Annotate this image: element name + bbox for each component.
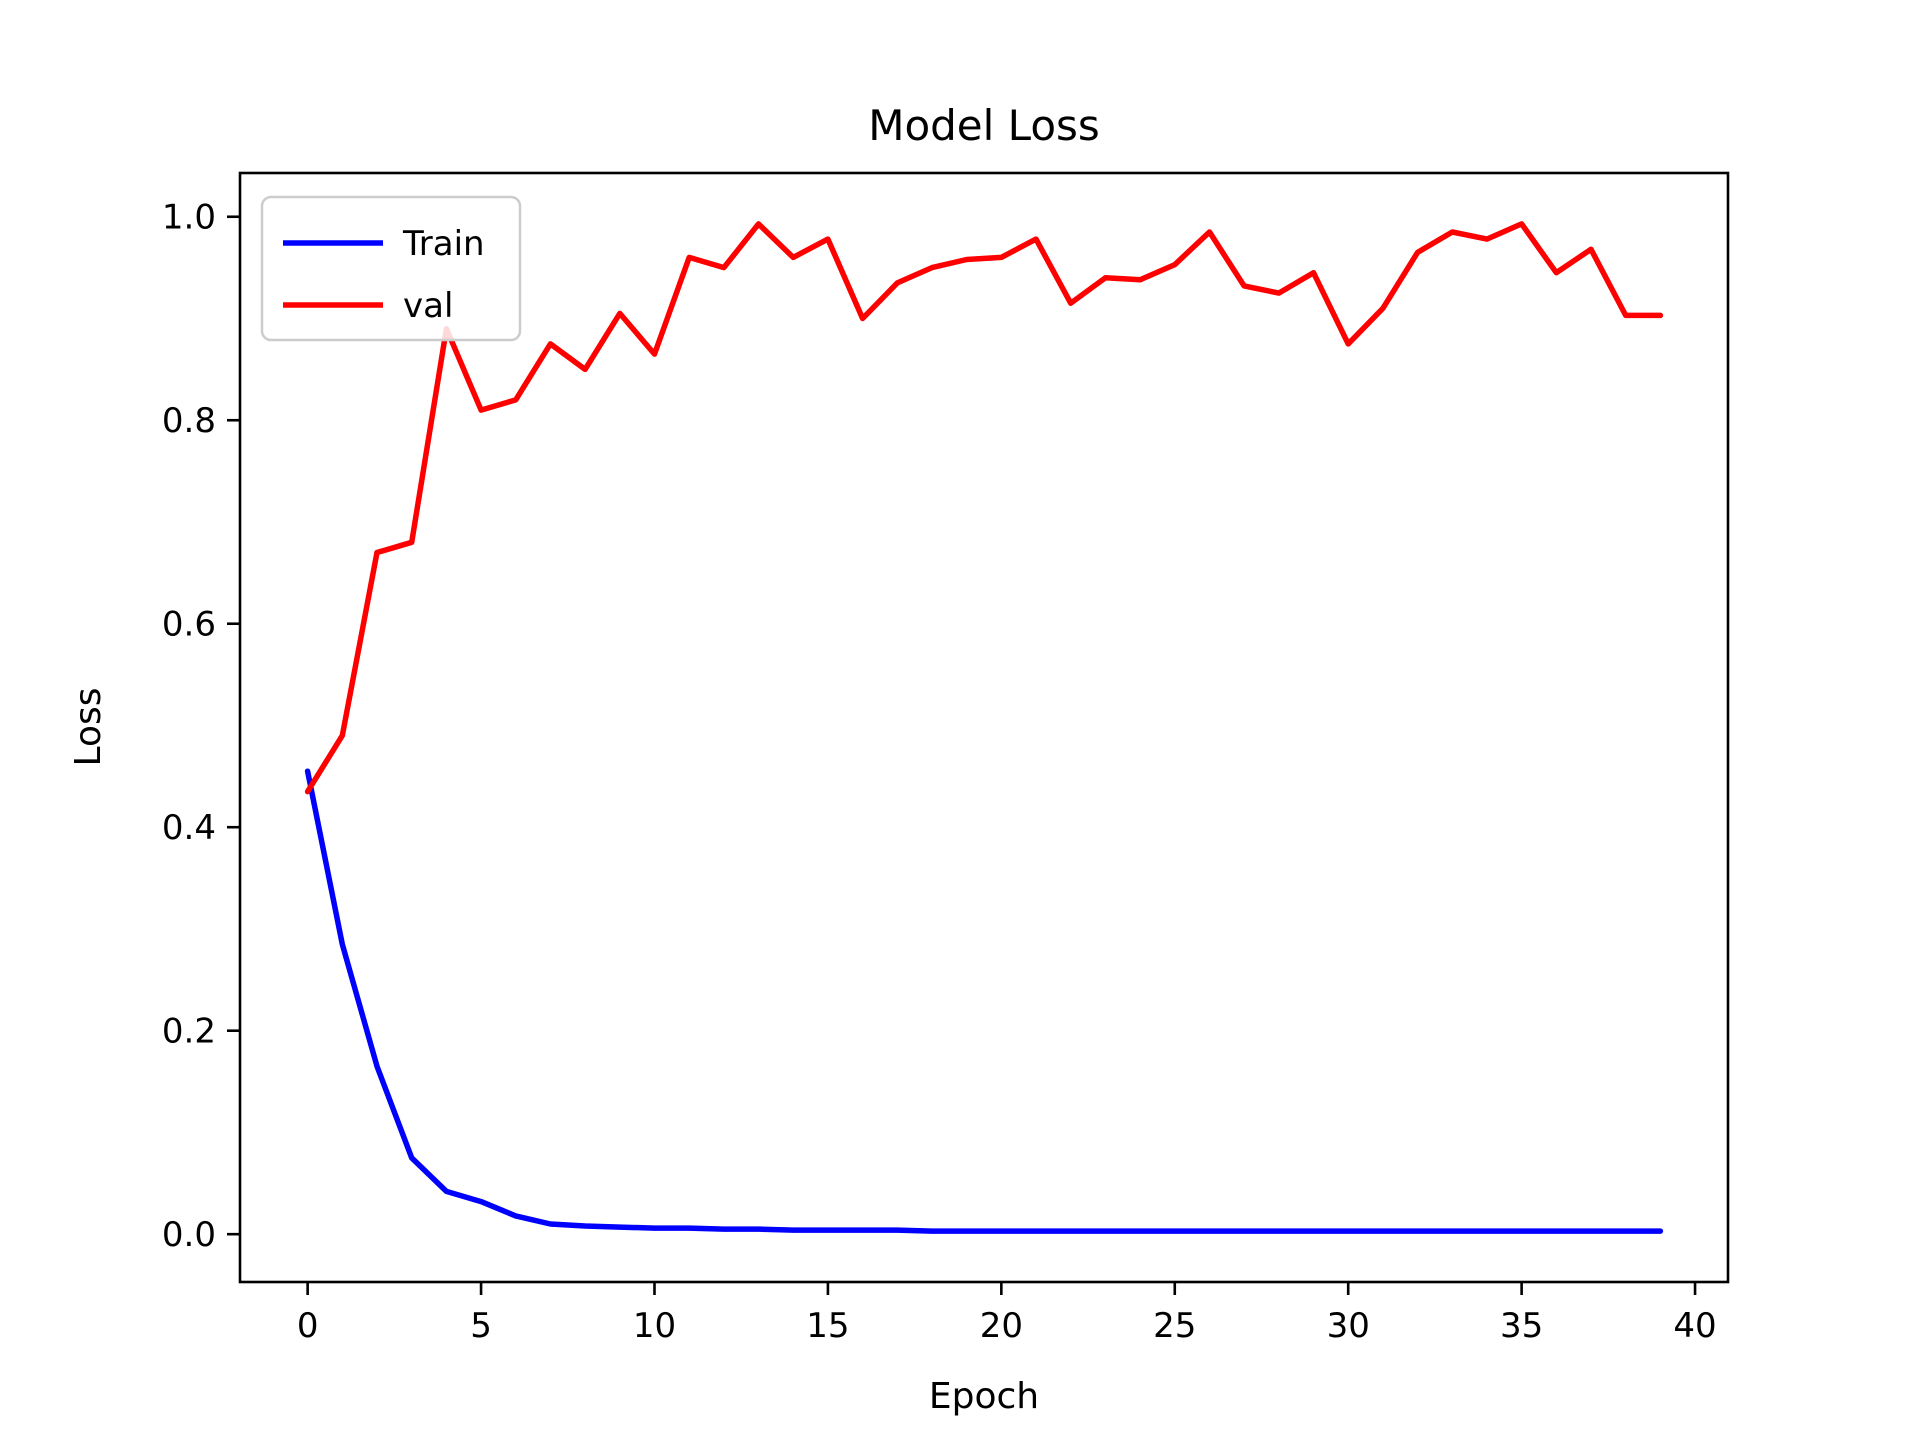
- legend: Train val: [260, 195, 522, 342]
- x-tick-label: 20: [980, 1306, 1023, 1346]
- legend-train-label: Train: [402, 224, 485, 264]
- y-tick-label: 0.8: [162, 401, 216, 441]
- x-tick-label: 5: [470, 1306, 492, 1346]
- x-tick-label: 40: [1673, 1306, 1716, 1346]
- x-tick-label: 30: [1327, 1306, 1370, 1346]
- y-tick-label: 0.4: [162, 808, 216, 848]
- legend-box: [260, 195, 522, 342]
- x-tick-label: 25: [1153, 1306, 1196, 1346]
- y-tick-label: 1.0: [162, 198, 216, 238]
- y-tick-label: 0.6: [162, 605, 216, 645]
- x-tick-label: 0: [297, 1306, 319, 1346]
- y-tick-label: 0.2: [162, 1012, 216, 1052]
- legend-val-label: val: [403, 286, 453, 326]
- series-lines: [304, 221, 1664, 1234]
- x-tick-label: 35: [1500, 1306, 1543, 1346]
- series-line-train: [304, 768, 1664, 1234]
- axes-frame: [238, 171, 1730, 1284]
- x-tick-label: 10: [633, 1306, 676, 1346]
- y-axis-label: Loss: [68, 688, 109, 767]
- x-axis-label: Epoch: [929, 1376, 1039, 1417]
- axis-ticks: 0 5 10 15 20 25 30 35 40 0.0 0.2 0.4 0.6 0.8 1.0: [162, 198, 1717, 1346]
- x-tick-label: 15: [806, 1306, 849, 1346]
- chart-title: Model Loss: [868, 101, 1100, 150]
- y-tick-label: 0.0: [162, 1215, 216, 1255]
- series-line-val: [304, 221, 1664, 795]
